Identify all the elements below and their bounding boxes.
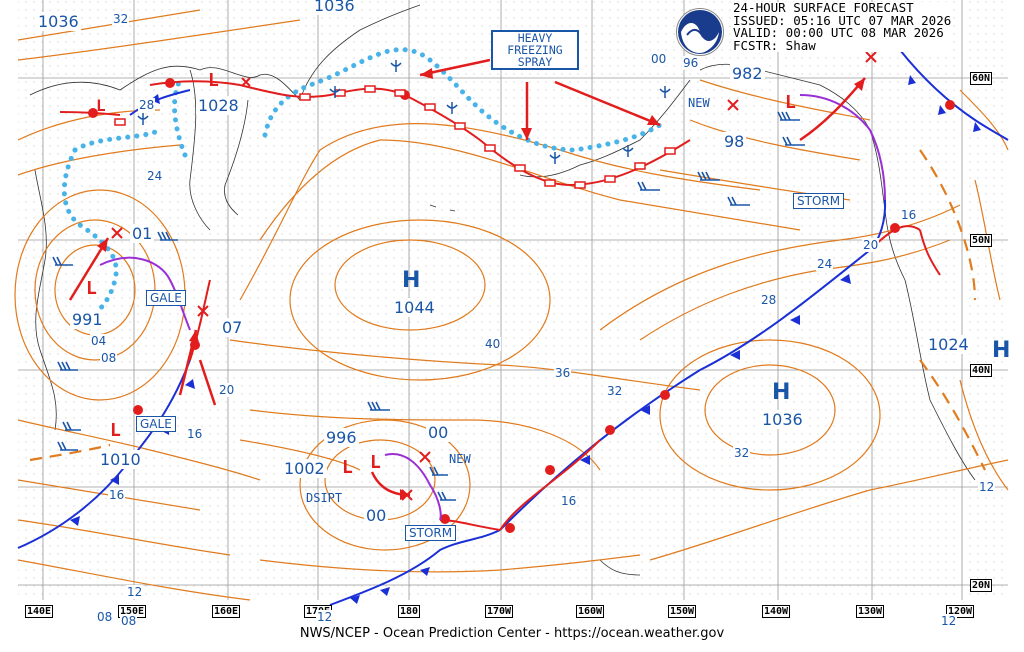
heavy-freezing-spray-label: HEAVY FREEZING SPRAY (491, 30, 579, 70)
isobar-value: 96 (682, 56, 700, 70)
pressure-07: 07 (220, 318, 245, 337)
valid-time: VALID: 00:00 UTC 08 MAR 2026 (733, 25, 944, 40)
isobar-value: 32 (112, 12, 130, 26)
troughs (29, 149, 986, 471)
spray-line-1: HEAVY (517, 31, 553, 45)
isobar-value: 12 (978, 480, 996, 494)
pressure-991: 991 (70, 310, 105, 329)
stationary-front-boxes (114, 85, 676, 189)
isobar-value: 40 (484, 337, 502, 351)
isobar-value: 08 (100, 351, 118, 365)
isobar-value: 32 (733, 446, 751, 460)
isobar-value: 12 (126, 585, 144, 599)
storm-warning-2: STORM (405, 525, 457, 541)
gale-warning-2: GALE (136, 416, 176, 432)
isobar-value: 28 (760, 293, 778, 307)
noaa-logo (676, 8, 724, 56)
high-pressure-1036: 1036 (760, 410, 805, 429)
pressure-982: 982 (730, 64, 765, 83)
dsipt-label: DSIPT (306, 491, 343, 505)
high-symbol-edge: H (992, 338, 1011, 363)
high-pressure-1044: 1044 (392, 298, 437, 317)
pressure-98: 98 (722, 132, 747, 151)
freezing-spray-symbols (137, 60, 671, 164)
lon-label-140w: 140W (762, 605, 791, 618)
isobar-value: 28 (138, 98, 156, 112)
pressure-1010: 1010 (98, 450, 143, 469)
lat-label-60n: 60N (970, 72, 993, 85)
position-x-marks (111, 51, 877, 501)
pressure-00-east: 00 (426, 423, 451, 442)
lat-label-40n: 40N (970, 364, 993, 377)
low-symbol-982: L (785, 92, 796, 113)
forecast-title: 24-HOUR SURFACE FORECAST (733, 0, 914, 15)
lon-label-130w: 130W (856, 605, 885, 618)
pressure-1028: 1028 (196, 96, 241, 115)
forecast-header: 24-HOUR SURFACE FORECAST ISSUED: 05:16 U… (733, 0, 952, 53)
isobar-value: 32 (606, 384, 624, 398)
gale-warning-1: GALE (146, 290, 186, 306)
isobar-value: 00 (650, 52, 668, 66)
isobar-value: 04 (90, 334, 108, 348)
pressure-1036-n: 1036 (312, 0, 357, 15)
pressure-1036-nw: 1036 (36, 12, 81, 31)
isobar-value: 36 (554, 366, 572, 380)
occluded-fronts (99, 94, 886, 521)
high-symbol-1036: H (772, 380, 791, 405)
isobar-value: 16 (108, 488, 126, 502)
pressure-996: 996 (324, 428, 359, 447)
lon-label-180: 180 (398, 605, 421, 618)
pressure-00-south: 00 (364, 506, 389, 525)
isobar-value: 16 (186, 427, 204, 441)
lat-label-50n: 50N (970, 234, 993, 247)
spray-line-3: SPRAY (517, 55, 553, 69)
isobar-value: 24 (146, 169, 164, 183)
issued-time: ISSUED: 05:16 UTC 07 MAR 2026 (733, 12, 952, 28)
lat-label-20n: 20N (970, 579, 993, 592)
lon-label-160e: 160E (212, 605, 241, 618)
new-label-2: NEW (449, 452, 471, 466)
freezing-spray-boundary (61, 47, 663, 321)
pressure-1024: 1024 (926, 335, 971, 354)
isobar-value: 16 (900, 208, 918, 222)
isobar-value: 20 (218, 383, 236, 397)
high-symbol-1044: H (402, 268, 421, 293)
isobar-value: 08 (120, 614, 138, 628)
low-symbol-1002: L (342, 457, 353, 478)
storm-warning-1: STORM (793, 193, 845, 209)
isobar-value: 20 (862, 238, 880, 252)
low-symbol-991: L (86, 278, 97, 299)
new-label-1: NEW (688, 96, 710, 110)
pressure-01: 01 (130, 224, 155, 243)
isobar-value: 24 (816, 257, 834, 271)
lon-label-140e: 140E (25, 605, 54, 618)
isobar-value: 12 (940, 614, 958, 628)
spray-line-2: FREEZING (507, 43, 563, 57)
lon-label-150w: 150W (668, 605, 697, 618)
low-symbol-1028: L (208, 70, 219, 91)
lon-label-160w: 160W (576, 605, 605, 618)
pressure-1002: 1002 (282, 459, 327, 478)
lon-label-170w: 170W (485, 605, 514, 618)
forecaster: FCSTR: Shaw (733, 37, 816, 53)
low-symbol-1010: L (110, 420, 121, 441)
low-symbol-996: L (370, 452, 381, 473)
wind-barbs (52, 111, 805, 501)
footer-credit: NWS/NCEP - Ocean Prediction Center - htt… (299, 626, 725, 641)
isobar-value: 12 (316, 610, 334, 624)
low-symbol-west: L (96, 96, 106, 115)
isobar-value: 16 (560, 494, 578, 508)
isobar-value: 08 (96, 610, 114, 624)
